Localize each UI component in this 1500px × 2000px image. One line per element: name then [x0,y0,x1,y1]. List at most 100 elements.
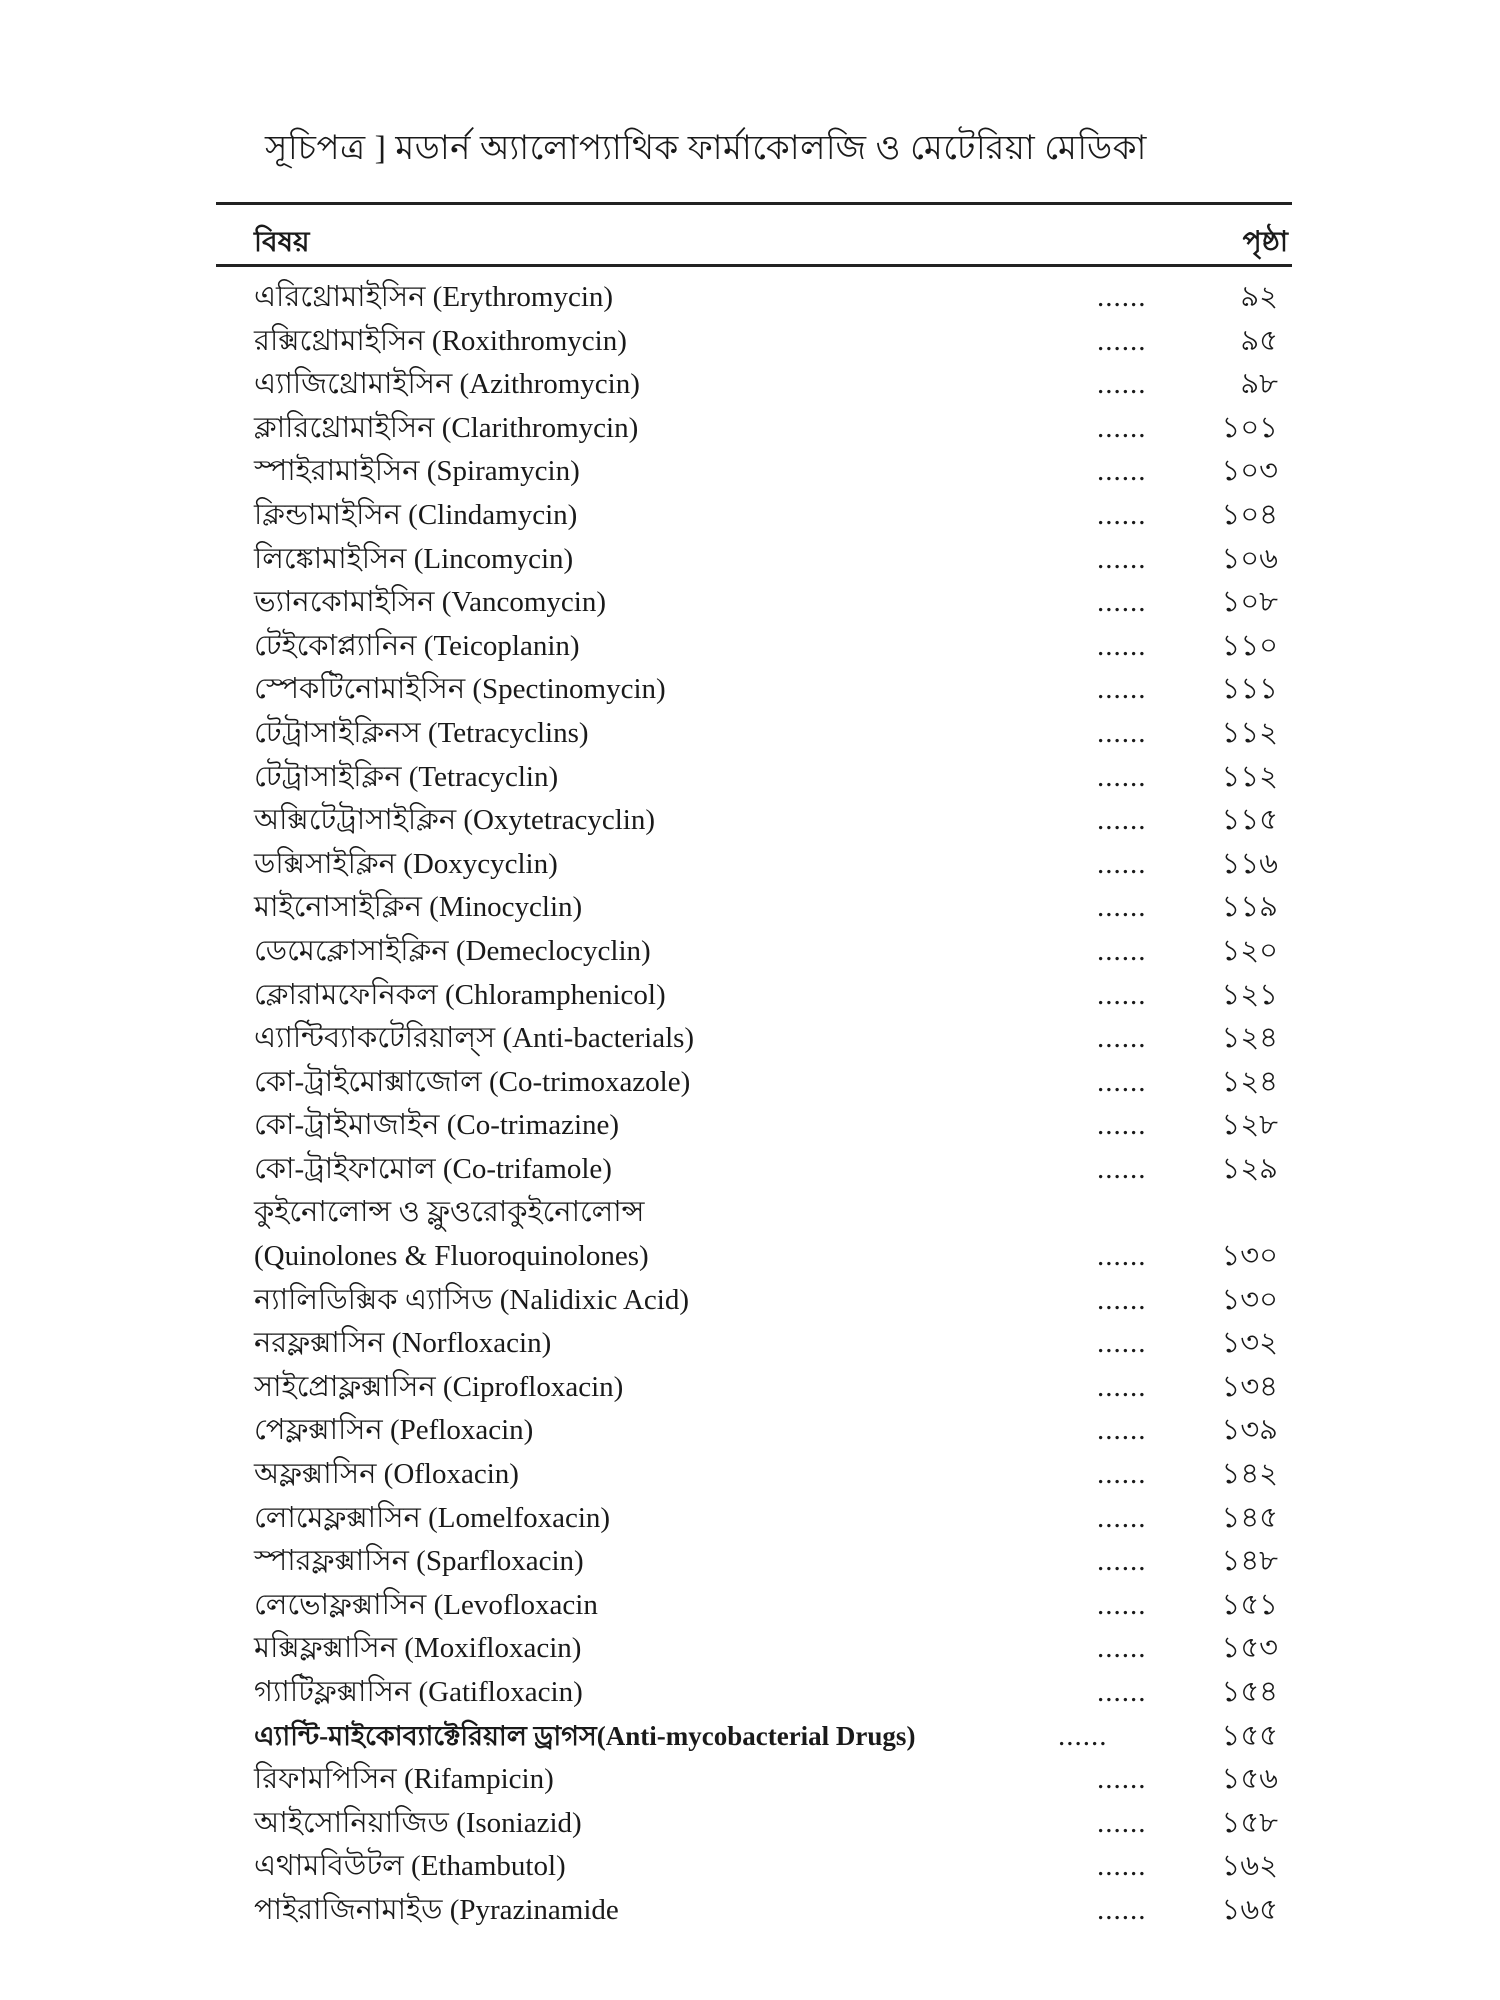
entry-page-number: ১৪২ [1221,1458,1279,1491]
toc-entry: পাইরাজিনামাইড (Pyrazinamide...... ১৬৫ [0,1889,1500,1933]
entry-leader-dots: ...... [1097,324,1147,357]
entry-label: লিঙ্কোমাইসিন (Lincomycin) [254,542,574,575]
entry-leader-dots: ...... [1097,1545,1147,1578]
entry-page-number: ১৩৪ [1221,1370,1279,1403]
entry-page-number: ১০৪ [1221,498,1279,531]
entry-leader-dots: ...... [1097,1065,1147,1098]
toc-entry: লেভোফ্লক্সাসিন (Levofloxacin...... ১৫১ [0,1584,1500,1628]
entry-label: টেইকোপ্ল্যানিন (Teicoplanin) [254,629,580,662]
entry-page-number: ১১২ [1221,760,1279,793]
entry-label: ন্যালিডিক্সিক এ্যাসিড (Nalidixic Acid) [254,1283,689,1316]
toc-entry: এথামবিউটল (Ethambutol)...... ১৬২ [0,1845,1500,1889]
top-rule [216,202,1292,205]
entry-label: নরফ্লক্সাসিন (Norfloxacin) [254,1327,552,1360]
toc-entry: কো-ট্রাইমাজাইন (Co-trimazine)...... ১২৮ [0,1104,1500,1148]
toc-entry: অফ্লক্সাসিন (Ofloxacin)...... ১৪২ [0,1453,1500,1497]
entry-leader-dots: ...... [1097,934,1147,967]
toc-entry: আইসোনিয়াজিড (Isoniazid)...... ১৫৮ [0,1802,1500,1846]
entry-label: ভ্যানকোমাইসিন (Vancomycin) [254,586,606,619]
entry-leader-dots: ...... [1097,1763,1147,1796]
entry-leader-dots: ...... [1097,716,1147,749]
entry-page-number: ১২৪ [1221,1022,1279,1055]
entry-leader-dots: ...... [1097,586,1147,619]
entry-label: ডক্সিসাইক্লিন (Doxycyclin) [254,847,558,880]
toc-entry: এরিথ্রোমাইসিন (Erythromycin)...... ৯২ [0,276,1500,320]
toc-entry: স্পাইরামাইসিন (Spiramycin)...... ১০৩ [0,450,1500,494]
entry-leader-dots: ...... [1097,1109,1147,1142]
toc-entry: লোমেফ্লক্সাসিন (Lomelfoxacin)...... ১৪৫ [0,1497,1500,1541]
column-header-subject: বিষয় [254,227,310,258]
entry-leader-dots: ...... [1097,498,1147,531]
entry-label: মাইনোসাইক্লিন (Minocyclin) [254,891,583,924]
entry-label: এরিথ্রোমাইসিন (Erythromycin) [254,281,614,313]
toc-entry: অক্সিটেট্রাসাইক্লিন (Oxytetracyclin)....… [0,799,1500,843]
entry-leader-dots: ...... [1058,1719,1108,1752]
entry-page-number: ১১৯ [1221,891,1278,924]
toc-entry: ভ্যানকোমাইসিন (Vancomycin)...... ১০৮ [0,581,1500,625]
column-header-page: পৃষ্ঠা [1242,227,1288,258]
entry-label: মক্সিফ্লক্সাসিন (Moxifloxacin) [254,1632,582,1665]
entry-leader-dots: ...... [1097,411,1147,444]
toc-entry: টেট্রাসাইক্লিন (Tetracyclin)...... ১১২ [0,756,1500,800]
entry-page-number: ১০৩ [1221,455,1278,488]
toc-entry: রক্সিথ্রোমাইসিন (Roxithromycin)...... ৯৫ [0,320,1500,364]
entry-leader-dots: ...... [1097,629,1147,662]
entry-page-number: ১৫৫ [1221,1719,1278,1752]
toc-entry: কো-ট্রাইফামোল (Co-trifamole)...... ১২৯ [0,1148,1500,1192]
entry-leader-dots: ...... [1097,1283,1147,1316]
entry-label: এ্যান্টিব্যাকটেরিয়াল্‌স (Anti-bacterial… [254,1022,695,1055]
entry-label: ক্লোরামফেনিকল (Chloramphenicol) [254,978,666,1011]
entry-leader-dots: ...... [1097,281,1147,313]
entry-leader-dots: ...... [1097,1806,1147,1839]
entry-label: স্পাইরামাইসিন (Spiramycin) [254,455,580,488]
entry-page-number: ৯২ [1240,281,1278,313]
toc-entry: পেফ্লক্সাসিন (Pefloxacin)...... ১৩৯ [0,1409,1500,1453]
entry-label: গ্যাটিফ্লক্সাসিন (Gatifloxacin) [254,1676,583,1708]
toc-entry: (Quinolones & Fluoroquinolones)...... ১৩০ [0,1235,1500,1279]
entry-label: কো-ট্রাইমাজাইন (Co-trimazine) [254,1109,620,1142]
entry-leader-dots: ...... [1097,1501,1147,1534]
entry-label: রক্সিথ্রোমাইসিন (Roxithromycin) [254,324,627,357]
entry-leader-dots: ...... [1097,1588,1147,1621]
entry-leader-dots: ...... [1097,1676,1147,1708]
entry-page-number: ১৩০ [1221,1283,1278,1316]
entry-page-number: ১৩২ [1221,1327,1278,1360]
toc-entry: ক্লিন্ডামাইসিন (Clindamycin)...... ১০৪ [0,494,1500,538]
entry-leader-dots: ...... [1097,978,1147,1011]
entry-page-number: ১২৪ [1221,1065,1279,1098]
contents-list: এরিথ্রোমাইসিন (Erythromycin)...... ৯২ রক্স… [0,276,1500,1933]
entry-label: কো-ট্রাইমোক্সাজোল (Co-trimoxazole) [254,1065,691,1098]
entry-page-number: ১০৬ [1221,542,1278,575]
toc-entry: এ্যান্টিব্যাকটেরিয়াল্‌স (Anti-bacterial… [0,1017,1500,1061]
entry-label: এ্যাজিথ্রোমাইসিন (Azithromycin) [254,368,640,401]
entry-page-number: ৯৫ [1240,324,1278,357]
entry-leader-dots: ...... [1097,368,1147,401]
entry-label: স্পারফ্লক্সাসিন (Sparfloxacin) [254,1545,584,1578]
entry-page-number: ১৫৬ [1221,1763,1279,1796]
entry-leader-dots: ...... [1097,847,1147,880]
entry-label: এথামবিউটল (Ethambutol) [254,1850,566,1883]
entry-page-number: ১৪৫ [1221,1501,1278,1534]
entry-page-number: ১৬৫ [1221,1893,1279,1926]
entry-label: টেট্রাসাইক্লিনস (Tetracyclins) [254,716,589,749]
toc-entry: সাইপ্রোফ্লক্সাসিন (Ciprofloxacin)...... ১… [0,1366,1500,1410]
entry-page-number: ১৬২ [1221,1850,1278,1883]
entry-leader-dots: ...... [1097,1370,1147,1403]
entry-page-number: ১৫৮ [1221,1806,1278,1839]
toc-entry: গ্যাটিফ্লক্সাসিন (Gatifloxacin)...... ১৫৪ [0,1671,1500,1715]
toc-entry: ন্যালিডিক্সিক এ্যাসিড (Nalidixic Acid)..… [0,1279,1500,1323]
entry-leader-dots: ...... [1097,1414,1147,1447]
entry-page-number: ১৫৩ [1221,1632,1279,1665]
toc-entry: রিফামপিসিন (Rifampicin)...... ১৫৬ [0,1758,1500,1802]
entry-leader-dots: ...... [1097,1458,1147,1491]
entry-label: এ্যান্টি-মাইকোব্যাক্টেরিয়াল ড্রাগস(Anti… [254,1720,916,1751]
entry-label: পাইরাজিনামাইড (Pyrazinamide [254,1893,619,1926]
entry-label: কুইনোলোন্স ও ফ্লুওরোকুইনোলোন্স [254,1196,645,1229]
entry-leader-dots: ...... [1097,760,1147,793]
entry-label: অক্সিটেট্রাসাইক্লিন (Oxytetracyclin) [254,804,656,837]
entry-page-number: ১১০ [1221,629,1279,662]
entry-page-number: ১২০ [1221,934,1278,967]
toc-entry: নরফ্লক্সাসিন (Norfloxacin)...... ১৩২ [0,1322,1500,1366]
entry-page-number: ১১৬ [1221,847,1279,880]
entry-label: ডেমেক্লোসাইক্লিন (Demeclocyclin) [254,934,651,967]
